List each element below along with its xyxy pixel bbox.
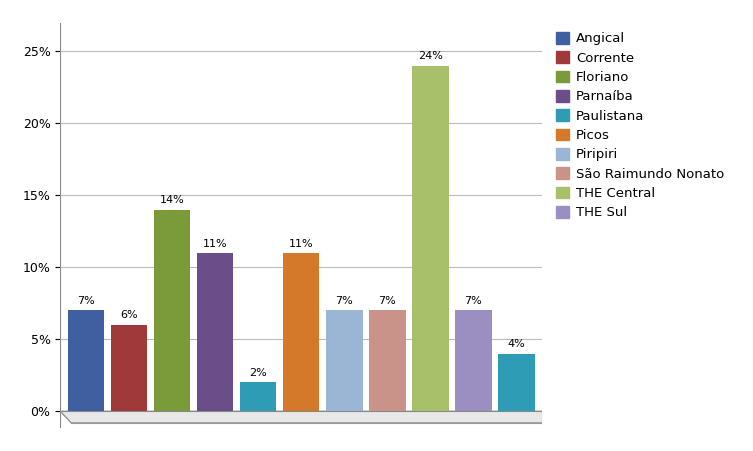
Bar bbox=[412, 66, 449, 411]
Bar bbox=[154, 210, 191, 411]
Legend: Angical, Corrente, Floriano, Parnaíba, Paulistana, Picos, Piripiri, São Raimundo: Angical, Corrente, Floriano, Parnaíba, P… bbox=[553, 29, 727, 222]
Text: 7%: 7% bbox=[378, 296, 396, 306]
Polygon shape bbox=[60, 411, 553, 423]
Text: 2%: 2% bbox=[249, 368, 267, 378]
Text: 11%: 11% bbox=[203, 239, 227, 249]
Text: 24%: 24% bbox=[418, 51, 443, 61]
Bar bbox=[455, 310, 492, 411]
Bar bbox=[326, 310, 362, 411]
Text: 6%: 6% bbox=[120, 310, 138, 321]
Bar bbox=[283, 253, 319, 411]
Bar bbox=[68, 310, 105, 411]
Text: 11%: 11% bbox=[289, 239, 313, 249]
Bar bbox=[498, 354, 535, 411]
Text: 7%: 7% bbox=[465, 296, 482, 306]
Bar bbox=[240, 382, 276, 411]
Text: 7%: 7% bbox=[335, 296, 353, 306]
Bar bbox=[111, 325, 148, 411]
Text: 7%: 7% bbox=[77, 296, 95, 306]
Text: 14%: 14% bbox=[160, 195, 184, 205]
Text: 4%: 4% bbox=[508, 339, 526, 349]
Bar bbox=[369, 310, 406, 411]
Bar bbox=[197, 253, 233, 411]
